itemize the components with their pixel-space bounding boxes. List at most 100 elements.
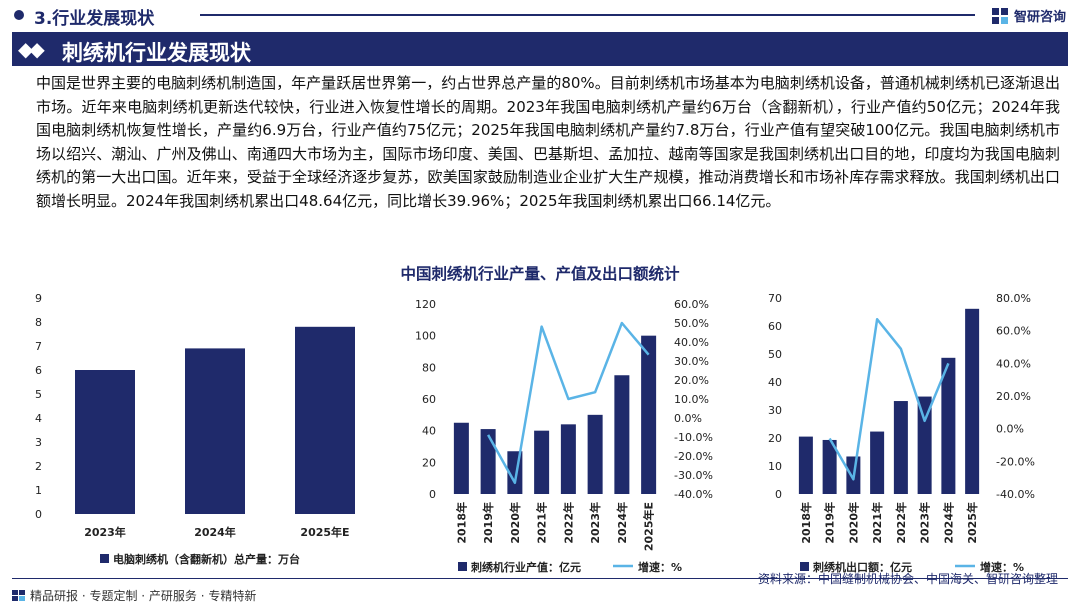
y-left-tick-label: 0 (429, 488, 436, 501)
y-left-tick-label: 10 (768, 460, 782, 473)
y-right-tick-label: 0.0% (674, 412, 702, 425)
header-divider (200, 14, 975, 16)
x-tick-label: 2019年 (823, 502, 837, 544)
legend-label-bar: 刺绣机行业产值：亿元 (470, 560, 581, 574)
x-tick-label: 2023年 (588, 502, 602, 544)
bar (870, 431, 885, 494)
y-tick-label: 0 (35, 508, 42, 521)
y-left-tick-label: 50 (768, 348, 782, 361)
bar (480, 429, 496, 494)
x-tick-label: 2024年 (941, 502, 955, 544)
legend-swatch-bar (458, 562, 467, 571)
x-tick-label: 2022年 (894, 502, 908, 544)
x-tick-label: 2025年 (965, 502, 979, 544)
bar (641, 335, 657, 494)
y-left-tick-label: 40 (422, 425, 436, 438)
x-tick-label: 2018年 (799, 502, 813, 544)
y-right-tick-label: 30.0% (674, 355, 709, 368)
brand: 智研咨询 (991, 6, 1066, 25)
legend-label-line: 增速：% (638, 560, 682, 574)
y-tick-label: 3 (35, 436, 42, 449)
footer-logo-icon (12, 589, 25, 601)
y-right-tick-label: -40.0% (674, 488, 713, 501)
x-tick-label: 2023年 (84, 525, 126, 539)
y-right-tick-label: -10.0% (674, 431, 713, 444)
legend-label-bar: 刺绣机出口额：亿元 (812, 560, 912, 574)
y-left-tick-label: 20 (422, 456, 436, 469)
bar (295, 326, 355, 514)
y-left-tick-label: 100 (415, 330, 436, 343)
y-tick-label: 9 (35, 292, 42, 305)
y-tick-label: 4 (35, 412, 42, 425)
brand-logo-icon (991, 7, 1008, 24)
y-right-tick-label: 60.0% (674, 298, 709, 311)
x-tick-label: 2022年 (561, 502, 575, 544)
x-tick-label: 2020年 (846, 502, 860, 544)
y-left-tick-label: 0 (775, 488, 782, 501)
x-tick-label: 2025年E (642, 502, 656, 551)
y-right-tick-label: 10.0% (674, 393, 709, 406)
x-tick-label: 2020年 (508, 502, 522, 544)
y-left-tick-label: 40 (768, 376, 782, 389)
y-tick-label: 5 (35, 388, 42, 401)
bar (453, 422, 469, 494)
double-diamond-icon: ◆◆ (18, 37, 45, 61)
bar (614, 375, 630, 494)
section-title: 3.行业发展现状 (34, 9, 155, 29)
y-right-tick-label: -20.0% (674, 450, 713, 463)
x-tick-label: 2025年E (300, 525, 349, 539)
legend-swatch (100, 554, 109, 563)
brand-name: 智研咨询 (1013, 10, 1066, 25)
bar (917, 396, 932, 494)
bar (965, 308, 980, 494)
y-right-tick-label: 60.0% (996, 325, 1031, 338)
x-tick-label: 2018年 (454, 502, 468, 544)
bar (893, 401, 908, 494)
x-tick-label: 2024年 (615, 502, 629, 544)
y-right-tick-label: 0.0% (996, 423, 1024, 436)
y-right-tick-label: 20.0% (996, 390, 1031, 403)
y-left-tick-label: 30 (768, 404, 782, 417)
bar (798, 436, 813, 494)
y-right-tick-label: -20.0% (996, 455, 1035, 468)
banner-title: 刺绣机行业发展现状 (62, 41, 251, 65)
intro-paragraph: 中国是世界主要的电脑刺绣机制造国，年产量跃居世界第一，约占世界总产量的80%。目… (36, 74, 1060, 210)
y-right-tick-label: 40.0% (996, 357, 1031, 370)
y-tick-label: 1 (35, 484, 42, 497)
y-tick-label: 2 (35, 460, 42, 473)
y-left-tick-label: 60 (768, 320, 782, 333)
y-left-tick-label: 20 (768, 432, 782, 445)
y-left-tick-label: 80 (422, 361, 436, 374)
legend-swatch-bar (800, 562, 809, 571)
y-tick-label: 7 (35, 340, 42, 353)
y-right-tick-label: -30.0% (674, 469, 713, 482)
data-source: 资料来源：中国缝制机械协会、中国海关、智研咨询整理 (757, 572, 1058, 586)
bullet-dot-icon (14, 10, 24, 20)
bar (185, 348, 245, 514)
top-bar: 3.行业发展现状 智研咨询 (0, 0, 1080, 30)
bar (941, 357, 956, 494)
x-tick-label: 2021年 (870, 502, 884, 544)
footer-text: 精品研报 · 专题定制 · 产研服务 · 专精特新 (30, 589, 257, 603)
chart-section-title: 中国刺绣机行业产量、产值及出口额统计 (400, 265, 680, 283)
y-right-tick-label: 80.0% (996, 292, 1031, 305)
y-right-tick-label: 50.0% (674, 317, 709, 330)
bar (534, 430, 550, 494)
growth-line (487, 321, 650, 485)
x-tick-label: 2019年 (481, 502, 495, 544)
bar (822, 439, 837, 494)
y-tick-label: 8 (35, 316, 42, 329)
legend-label: 电脑刺绣机（含翻新机）总产量：万台 (113, 552, 300, 566)
y-right-tick-label: 40.0% (674, 336, 709, 349)
y-tick-label: 6 (35, 364, 42, 377)
x-tick-label: 2021年 (535, 502, 549, 544)
y-right-tick-label: 20.0% (674, 374, 709, 387)
x-tick-label: 2024年 (194, 525, 236, 539)
x-tick-label: 2023年 (918, 502, 932, 544)
footer-divider (12, 578, 1068, 579)
bar (560, 424, 576, 494)
bar (587, 414, 603, 494)
